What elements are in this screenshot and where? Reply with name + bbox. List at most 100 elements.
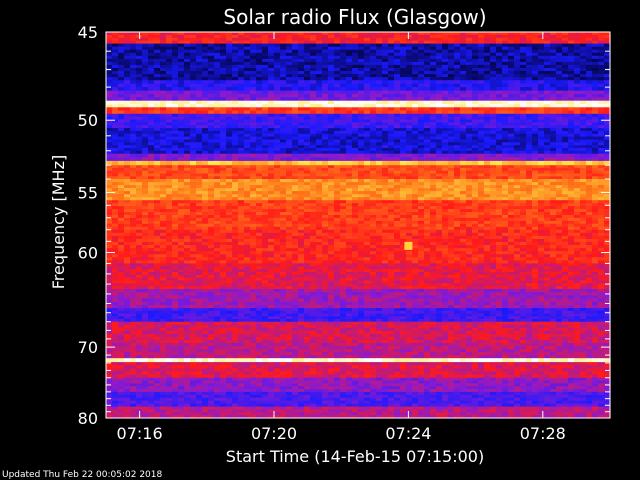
- heat-cell: [310, 52, 317, 57]
- heat-cell: [568, 110, 575, 115]
- heat-cell: [148, 188, 155, 192]
- heat-cell: [166, 97, 173, 102]
- heat-cell: [328, 136, 335, 140]
- heat-cell: [568, 80, 575, 85]
- heat-cell: [592, 203, 599, 207]
- heat-cell: [166, 43, 173, 48]
- heat-cell: [604, 74, 611, 78]
- heat-cell: [310, 107, 317, 112]
- heat-cell: [232, 188, 239, 192]
- heat-cell: [388, 130, 395, 135]
- heat-cell: [142, 94, 149, 98]
- heat-cell: [166, 179, 173, 183]
- heat-cell: [292, 130, 299, 135]
- heat-cell: [508, 136, 515, 140]
- heat-cell: [280, 130, 287, 135]
- heat-cell: [226, 43, 233, 48]
- heat-cell: [256, 179, 263, 183]
- heat-cell: [196, 110, 203, 115]
- heat-cell: [328, 87, 335, 92]
- heat-cell: [256, 46, 263, 51]
- heat-cell: [382, 165, 389, 169]
- heat-cell: [106, 128, 113, 132]
- heat-cell: [232, 191, 239, 195]
- heat-cell: [172, 100, 179, 105]
- heat-cell: [388, 34, 395, 39]
- heat-cell: [190, 142, 197, 146]
- heat-cell: [484, 122, 491, 126]
- heat-cell: [514, 94, 521, 98]
- heat-cell: [316, 157, 323, 162]
- heat-cell: [268, 116, 275, 121]
- heat-cell: [568, 83, 575, 88]
- heat-cell: [322, 188, 329, 192]
- heat-cell: [256, 49, 263, 54]
- heat-cell: [148, 176, 155, 180]
- heat-cell: [538, 34, 545, 39]
- heat-cell: [508, 188, 515, 192]
- heat-cell: [232, 145, 239, 149]
- heat-cell: [406, 133, 413, 138]
- heat-cell: [238, 68, 245, 72]
- heat-cell: [466, 148, 473, 152]
- heat-cell: [424, 157, 431, 162]
- heat-cell: [562, 107, 569, 112]
- heat-cell: [364, 197, 371, 201]
- heat-cell: [370, 119, 377, 123]
- heat-cell: [328, 104, 335, 108]
- heat-cell: [316, 64, 323, 69]
- heat-cell: [484, 74, 491, 78]
- heat-cell: [340, 52, 347, 57]
- heat-cell: [304, 209, 311, 213]
- heat-cell: [244, 49, 251, 54]
- heat-cell: [202, 122, 209, 126]
- heat-cell: [238, 188, 245, 192]
- heat-cell: [454, 90, 461, 95]
- heat-cell: [478, 188, 485, 192]
- heat-cell: [328, 148, 335, 152]
- heat-cell: [208, 74, 215, 78]
- heat-cell: [502, 173, 509, 177]
- heat-cell: [316, 188, 323, 192]
- heat-cell: [352, 119, 359, 123]
- heat-cell: [328, 167, 335, 172]
- heat-cell: [562, 113, 569, 118]
- heat-cell: [334, 40, 341, 45]
- heat-cell: [520, 46, 527, 51]
- heat-cell: [232, 71, 239, 75]
- heat-cell: [280, 170, 287, 175]
- heat-cell: [406, 153, 413, 158]
- heat-cell: [358, 125, 365, 129]
- heat-cell: [586, 165, 593, 169]
- heat-cell: [412, 116, 419, 121]
- heat-cell: [358, 116, 365, 121]
- heat-cell: [202, 77, 209, 81]
- heat-cell: [292, 148, 299, 152]
- heat-cell: [172, 74, 179, 78]
- heat-cell: [352, 142, 359, 146]
- heat-cell: [562, 179, 569, 183]
- heat-cell: [226, 173, 233, 177]
- heat-cell: [346, 203, 353, 207]
- heat-cell: [178, 52, 185, 57]
- heat-cell: [274, 194, 281, 198]
- heat-cell: [532, 83, 539, 88]
- heat-cell: [160, 87, 167, 92]
- heat-cell: [538, 83, 545, 88]
- heat-cell: [190, 170, 197, 175]
- heat-cell: [508, 97, 515, 102]
- heat-cell: [292, 209, 299, 213]
- heat-cell: [538, 153, 545, 158]
- heat-cell: [472, 83, 479, 88]
- heat-cell: [352, 122, 359, 126]
- heat-cell: [538, 206, 545, 210]
- heat-cell: [394, 182, 401, 186]
- heat-cell: [238, 83, 245, 88]
- heat-cell: [124, 209, 131, 213]
- heat-cell: [442, 37, 449, 42]
- heat-cell: [400, 87, 407, 92]
- heat-cell: [316, 200, 323, 204]
- heat-cell: [268, 68, 275, 72]
- heat-cell: [424, 133, 431, 138]
- heat-cell: [448, 77, 455, 81]
